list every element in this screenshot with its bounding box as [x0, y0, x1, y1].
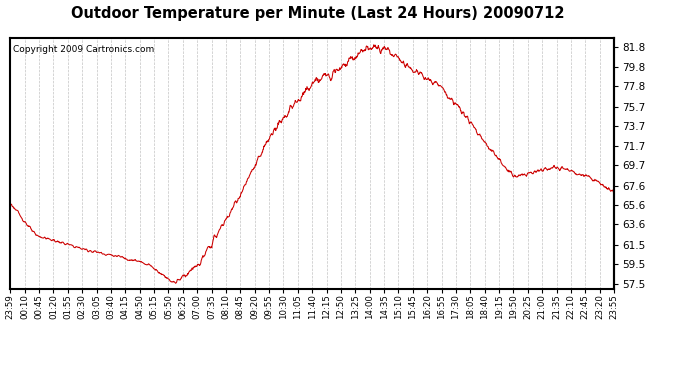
Text: Copyright 2009 Cartronics.com: Copyright 2009 Cartronics.com	[13, 45, 155, 54]
Text: Outdoor Temperature per Minute (Last 24 Hours) 20090712: Outdoor Temperature per Minute (Last 24 …	[70, 6, 564, 21]
